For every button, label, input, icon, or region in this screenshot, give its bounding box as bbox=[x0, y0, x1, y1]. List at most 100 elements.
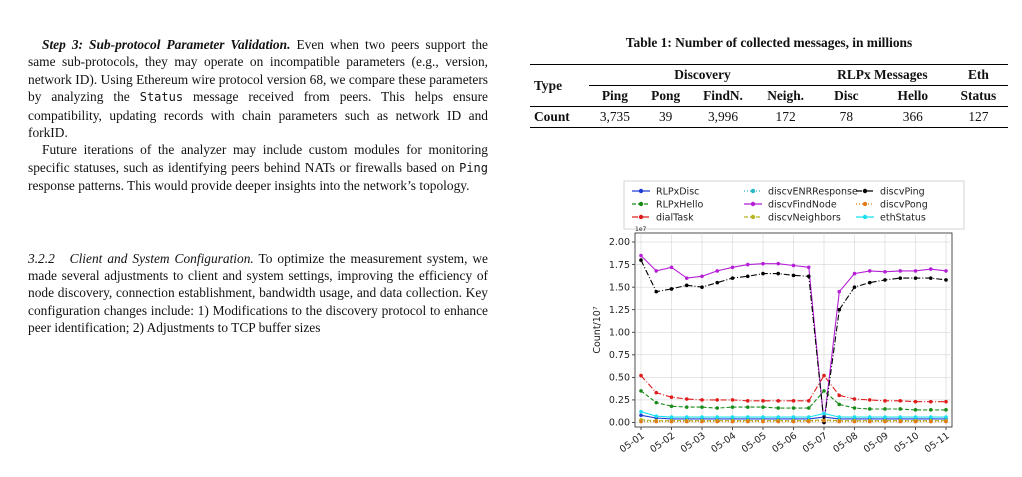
status-code: Status bbox=[139, 90, 184, 105]
y-axis-label: Count/10⁷ bbox=[592, 306, 603, 354]
col-status: Status bbox=[960, 88, 997, 103]
data-point-dialTask bbox=[761, 399, 765, 403]
legend-marker-dialTask bbox=[638, 214, 644, 220]
data-point-RLPxHello bbox=[928, 408, 933, 412]
data-point-discvFindNode bbox=[669, 265, 674, 270]
data-point-dialTask bbox=[944, 399, 948, 404]
x-tick-label: 05-05 bbox=[740, 430, 769, 455]
data-point-discvFindNode bbox=[867, 269, 872, 273]
data-point-ethStatus bbox=[898, 415, 903, 419]
data-point-dialTask bbox=[806, 399, 811, 403]
subsection-title: Client and System Configuration. bbox=[69, 250, 254, 266]
data-point-discvPing bbox=[700, 285, 704, 289]
data-point-ethStatus bbox=[745, 415, 750, 419]
data-point-discvFindNode bbox=[883, 270, 887, 274]
data-point-RLPxHello bbox=[730, 405, 735, 409]
data-point-ethStatus bbox=[669, 415, 674, 419]
legend-label-RLPxHello: RLPxHello bbox=[656, 200, 704, 211]
data-point-discvPong bbox=[928, 419, 933, 424]
legend-label-discvPong: discvPong bbox=[880, 200, 928, 211]
x-tick-label: 05-03 bbox=[679, 430, 708, 455]
col-neigh: Neigh. bbox=[767, 88, 805, 103]
future-text-post: response patterns. This would provide de… bbox=[28, 178, 470, 194]
data-point-dialTask bbox=[776, 399, 781, 403]
data-point-discvPing bbox=[730, 276, 735, 280]
data-point-discvFindNode bbox=[730, 265, 735, 270]
data-point-ethStatus bbox=[883, 415, 887, 419]
y-tick-label: 0.50 bbox=[609, 373, 630, 384]
data-point-dialTask bbox=[715, 398, 720, 402]
data-point-ethStatus bbox=[761, 415, 765, 419]
subsection-text: To optimize the measurement system, we m… bbox=[28, 250, 488, 336]
data-point-discvFindNode bbox=[944, 269, 948, 273]
data-point-discvPing bbox=[806, 274, 811, 279]
data-point-discvPong bbox=[639, 419, 643, 424]
data-point-RLPxHello bbox=[654, 400, 659, 405]
cell-status: 127 bbox=[968, 109, 989, 124]
data-point-discvFindNode bbox=[913, 269, 918, 273]
data-point-RLPxHello bbox=[898, 407, 903, 411]
data-point-ethStatus bbox=[852, 415, 857, 419]
data-point-discvFindNode bbox=[898, 269, 903, 273]
data-point-discvPong bbox=[745, 419, 750, 424]
x-tick-label: 05-09 bbox=[862, 430, 891, 455]
data-point-dialTask bbox=[898, 399, 903, 403]
data-point-dialTask bbox=[700, 398, 704, 402]
future-text-pre: Future iterations of the analyzer may in… bbox=[28, 142, 488, 175]
y-tick-label: 0.00 bbox=[609, 418, 630, 429]
data-point-discvPing bbox=[776, 271, 781, 276]
data-point-dialTask bbox=[822, 373, 826, 378]
data-point-discvPing bbox=[898, 276, 903, 280]
data-point-discvPing bbox=[639, 258, 643, 262]
data-point-dialTask bbox=[867, 398, 872, 402]
data-point-ethStatus bbox=[822, 411, 826, 416]
data-point-RLPxHello bbox=[852, 406, 857, 410]
data-point-ethStatus bbox=[730, 415, 735, 419]
row-label: Count bbox=[534, 109, 570, 124]
data-point-ethStatus bbox=[806, 415, 811, 419]
series-line-discvPing bbox=[640, 259, 947, 423]
table-row: Count 3,735 39 3,996 172 78 366 127 bbox=[530, 106, 1008, 128]
data-point-dialTask bbox=[730, 398, 735, 402]
data-point-dialTask bbox=[928, 399, 933, 404]
legend-marker-discvNeighbors bbox=[750, 214, 756, 220]
legend-label-RLPxDisc: RLPxDisc bbox=[656, 187, 699, 198]
data-point-discvPing bbox=[761, 271, 765, 276]
data-point-discvFindNode bbox=[654, 269, 659, 273]
data-point-discvPing bbox=[928, 276, 933, 280]
legend-marker-RLPxDisc bbox=[638, 188, 644, 194]
data-point-ethStatus bbox=[654, 414, 659, 418]
data-point-discvFindNode bbox=[791, 263, 796, 268]
data-point-discvPing bbox=[852, 285, 857, 289]
y-tick-label: 1.00 bbox=[609, 327, 630, 338]
data-point-discvFindNode bbox=[715, 269, 720, 273]
data-point-discvPong bbox=[669, 419, 674, 424]
data-point-dialTask bbox=[639, 373, 643, 378]
data-point-ethStatus bbox=[837, 415, 842, 419]
data-point-ethStatus bbox=[928, 415, 933, 419]
data-point-discvPong bbox=[791, 419, 796, 424]
data-point-discvFindNode bbox=[745, 262, 750, 267]
data-point-discvPing bbox=[745, 274, 750, 279]
step3-text-pre: Even when two peers support the same sub… bbox=[28, 37, 488, 105]
cell-ping: 3,735 bbox=[599, 109, 630, 124]
data-point-discvPing bbox=[715, 280, 720, 285]
legend-marker-discvENRResponse bbox=[750, 188, 756, 194]
cell-disc: 78 bbox=[839, 109, 854, 124]
data-point-discvPing bbox=[913, 276, 918, 280]
y-tick-label: 2.00 bbox=[609, 237, 630, 248]
legend-label-discvPing: discvPing bbox=[880, 187, 925, 198]
data-point-discvFindNode bbox=[776, 261, 781, 266]
data-point-RLPxHello bbox=[715, 406, 720, 410]
data-point-discvPing bbox=[654, 289, 659, 294]
data-point-discvFindNode bbox=[639, 253, 643, 258]
data-point-RLPxHello bbox=[913, 408, 918, 412]
col-hello: Hello bbox=[897, 88, 929, 103]
data-point-dialTask bbox=[791, 399, 796, 403]
y-tick-label: 0.25 bbox=[609, 395, 630, 406]
cell-pong: 39 bbox=[658, 109, 673, 124]
subsection-number: 3.2.2 bbox=[28, 250, 55, 266]
data-point-discvPong bbox=[913, 419, 918, 424]
step3-paragraph: Step 3: Sub-protocol Parameter Validatio… bbox=[28, 36, 488, 141]
data-point-discvPong bbox=[761, 419, 765, 424]
